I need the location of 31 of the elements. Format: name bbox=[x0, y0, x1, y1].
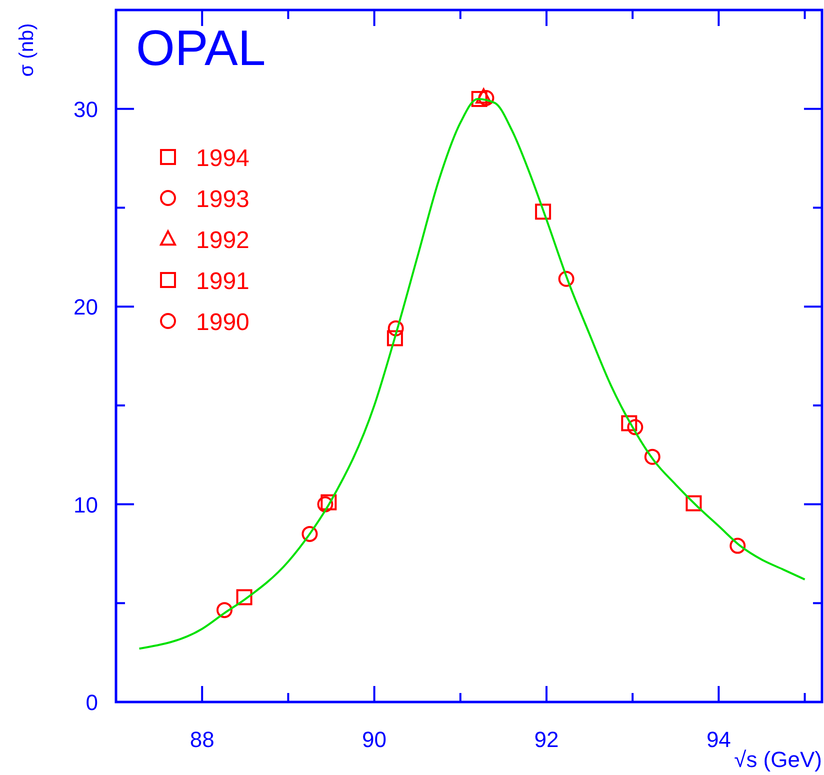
point bbox=[302, 526, 318, 542]
legend-label: 1990 bbox=[196, 309, 250, 336]
legend-label: 1992 bbox=[196, 227, 250, 254]
y-tick-label: 0 bbox=[86, 690, 98, 715]
y-tick-label: 10 bbox=[74, 492, 98, 518]
y-tick-label: 20 bbox=[74, 294, 98, 320]
x-tick-label: 92 bbox=[534, 727, 559, 752]
x-tick-label: 90 bbox=[362, 727, 387, 752]
y-axis-title: σ (nb) bbox=[16, 23, 38, 77]
point bbox=[236, 589, 252, 606]
point bbox=[627, 419, 644, 436]
point bbox=[535, 204, 552, 220]
point bbox=[644, 448, 660, 465]
point bbox=[558, 270, 574, 287]
point bbox=[386, 330, 403, 346]
x-tick-label: 88 bbox=[190, 727, 214, 752]
point bbox=[317, 496, 334, 512]
point bbox=[216, 602, 232, 618]
legend-label: 1994 bbox=[196, 145, 250, 172]
point bbox=[471, 90, 488, 107]
x-tick-label: 94 bbox=[706, 727, 731, 752]
point bbox=[686, 495, 702, 512]
point bbox=[388, 320, 404, 336]
point bbox=[320, 494, 337, 510]
legend-label: 1993 bbox=[196, 186, 250, 213]
point bbox=[621, 415, 638, 432]
legend-label: 1991 bbox=[196, 268, 250, 295]
point bbox=[730, 538, 746, 554]
y-tick-label: 30 bbox=[74, 96, 98, 122]
chart-title: OPAL bbox=[136, 20, 266, 76]
x-axis-title: √s (GeV) bbox=[734, 747, 822, 772]
